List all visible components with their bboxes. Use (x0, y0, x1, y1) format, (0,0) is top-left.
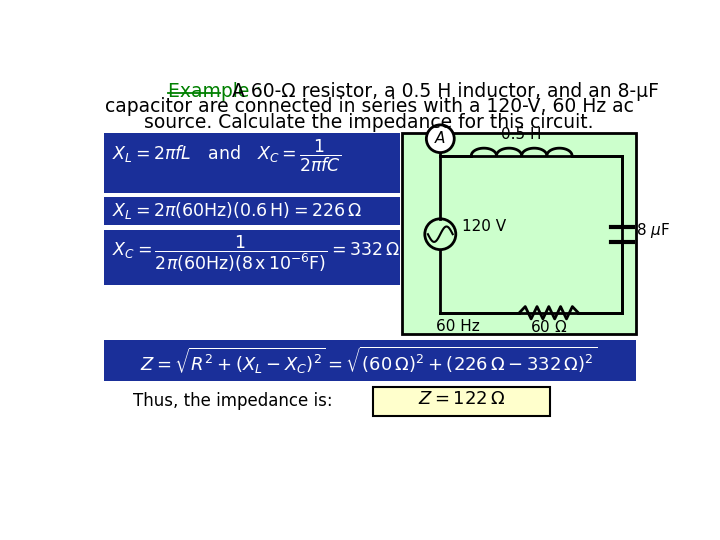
Text: $Z = 122\,\Omega$: $Z = 122\,\Omega$ (418, 390, 505, 408)
Text: $X_L = 2\pi(60\mathrm{Hz})(0.6\,\mathrm{H}) = 226\,\Omega$: $X_L = 2\pi(60\mathrm{Hz})(0.6\,\mathrm{… (112, 200, 361, 221)
Circle shape (425, 219, 456, 249)
Text: source. Calculate the impedance for this circuit.: source. Calculate the impedance for this… (144, 112, 594, 132)
Bar (104, 197, 400, 225)
Text: 60 $\Omega$: 60 $\Omega$ (530, 319, 567, 335)
Text: $Z = \sqrt{R^2 + (X_L - X_C)^2} = \sqrt{(60\,\Omega)^2 + (226\,\Omega - 332\,\Om: $Z = \sqrt{R^2 + (X_L - X_C)^2} = \sqrt{… (140, 345, 598, 376)
Text: 60 Hz: 60 Hz (436, 319, 480, 334)
Text: Thus, the impedance is:: Thus, the impedance is: (132, 392, 332, 410)
Text: $X_C = \dfrac{1}{2\pi(60\mathrm{Hz})(8\,\mathrm{x}\,10^{-6}\mathrm{F})} = 332\,\: $X_C = \dfrac{1}{2\pi(60\mathrm{Hz})(8\,… (112, 233, 400, 274)
Text: A 60-Ω resistor, a 0.5 H inductor, and an 8-μF: A 60-Ω resistor, a 0.5 H inductor, and a… (220, 82, 660, 101)
Bar (104, 132, 400, 193)
Bar (104, 340, 636, 381)
Text: 8 $\mu$F: 8 $\mu$F (636, 221, 670, 240)
Text: $X_L = 2\pi fL \quad \mathrm{and} \quad X_C = \dfrac{1}{2\pi fC}$: $X_L = 2\pi fL \quad \mathrm{and} \quad … (112, 137, 341, 173)
Text: capacitor are connected in series with a 120-V, 60 Hz ac: capacitor are connected in series with a… (104, 97, 634, 116)
Bar (373, 387, 549, 416)
Text: A: A (435, 131, 446, 146)
Text: 120 V: 120 V (462, 219, 506, 234)
Circle shape (426, 125, 454, 153)
Text: 0.5 H: 0.5 H (501, 127, 542, 142)
Bar (104, 230, 400, 285)
Text: Example :: Example : (168, 82, 261, 101)
Bar (402, 132, 636, 334)
